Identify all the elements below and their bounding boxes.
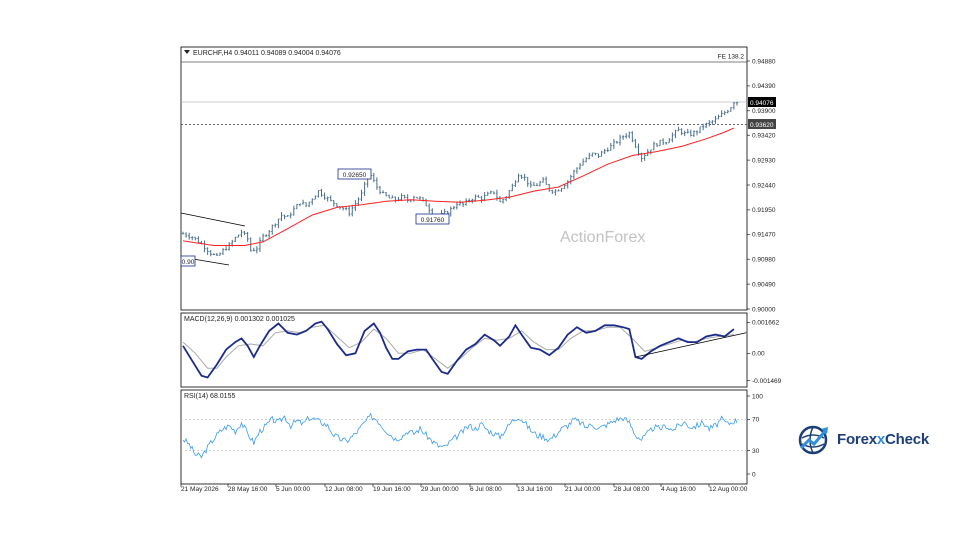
x-tick-label: 12 Aug 00:00: [709, 486, 748, 493]
dashed-level-label: 0.93620: [750, 122, 774, 129]
price-tick-label: 0.92930: [752, 157, 776, 164]
x-tick-label: 6 Jul 08:00: [470, 486, 502, 493]
price-panel: [180, 46, 748, 311]
price-tick-label: 0.90000: [752, 306, 776, 313]
annotation-box-high: [337, 168, 372, 180]
price-tick-label: 0.94390: [752, 83, 776, 90]
price-tick-label: 0.90490: [752, 281, 776, 288]
x-tick-label: 12 Jun 08:00: [325, 486, 363, 493]
chart-menu-triangle-icon[interactable]: [184, 50, 190, 54]
rsi-tick-label: 30: [752, 448, 760, 455]
annotation-start: 0.90: [182, 259, 195, 266]
x-tick-label: 28 May 16:00: [228, 486, 268, 493]
price-tick-label: 0.91950: [752, 207, 776, 214]
rsi-tick-label: 0: [752, 471, 756, 478]
symbol-info: EURCHF,H4 0.94011 0.94089 0.94004 0.9407…: [193, 50, 341, 57]
x-tick-label: 21 May 2026: [181, 486, 219, 493]
rsi-tick-label: 70: [752, 417, 760, 424]
current-price-label: 0.94076: [750, 100, 774, 107]
moving-average-line: [182, 127, 735, 246]
annotation-box-low: [415, 213, 450, 225]
current-price-tag: [748, 97, 776, 107]
price-tick-label: 0.93900: [752, 108, 776, 115]
x-tick-label: 5 Jun 00:00: [276, 486, 310, 493]
macd-series: [182, 320, 747, 379]
x-tick-label: 21 Jul 00:00: [565, 486, 601, 493]
x-tick-label: 19 Jun 16:00: [373, 486, 411, 493]
macd-tick-label: 0.00: [752, 351, 765, 358]
macd-tick-label: -0.001469: [752, 378, 782, 385]
rsi-panel: [180, 389, 748, 485]
annotation-box-start: [180, 255, 196, 267]
forexcheck-logo: ForexxCheck: [797, 422, 929, 456]
macd-title: MACD(12,26,9) 0.001302 0.001025: [184, 316, 295, 323]
x-tick-label: 4 Aug 16:00: [661, 486, 696, 493]
annotation-low: 0.91760: [421, 217, 445, 224]
dashed-level-tag: [748, 119, 776, 129]
rsi-line: [182, 412, 738, 459]
globe-chart-icon: [798, 425, 828, 455]
macd-signal-line: [182, 324, 734, 369]
macd-panel: [180, 312, 748, 388]
macd-trendline: [635, 332, 747, 358]
rsi-tick-label: 100: [752, 393, 763, 400]
x-tick-label: 29 Jun 00:00: [421, 486, 459, 493]
price-tick-label: 0.91470: [752, 232, 776, 239]
price-tick-label: 0.90980: [752, 256, 776, 263]
rsi-series: [181, 412, 747, 459]
x-tick-label: 28 Jul 08:00: [614, 486, 650, 493]
axis-labels: 0.94880 0.94390 0.93900 0.93420 0.92930 0.924…: [180, 58, 782, 493]
price-tick-label: 0.94880: [752, 58, 776, 65]
price-tick-label: 0.92440: [752, 182, 776, 189]
annotation-high: 0.92650: [343, 172, 367, 179]
price-tick-label: 0.93420: [752, 132, 776, 139]
macd-tick-label: 0.001662: [752, 320, 779, 327]
fe-label: FE 138.2: [718, 54, 745, 61]
x-tick-label: 13 Jul 16:00: [517, 486, 553, 493]
brand-name: ForexxCheck: [837, 430, 930, 448]
wedge-upper-line: [180, 212, 246, 227]
rsi-title: RSI(14) 68.0155: [184, 393, 235, 400]
watermark: ActionForex: [560, 229, 645, 246]
macd-line: [182, 320, 735, 379]
